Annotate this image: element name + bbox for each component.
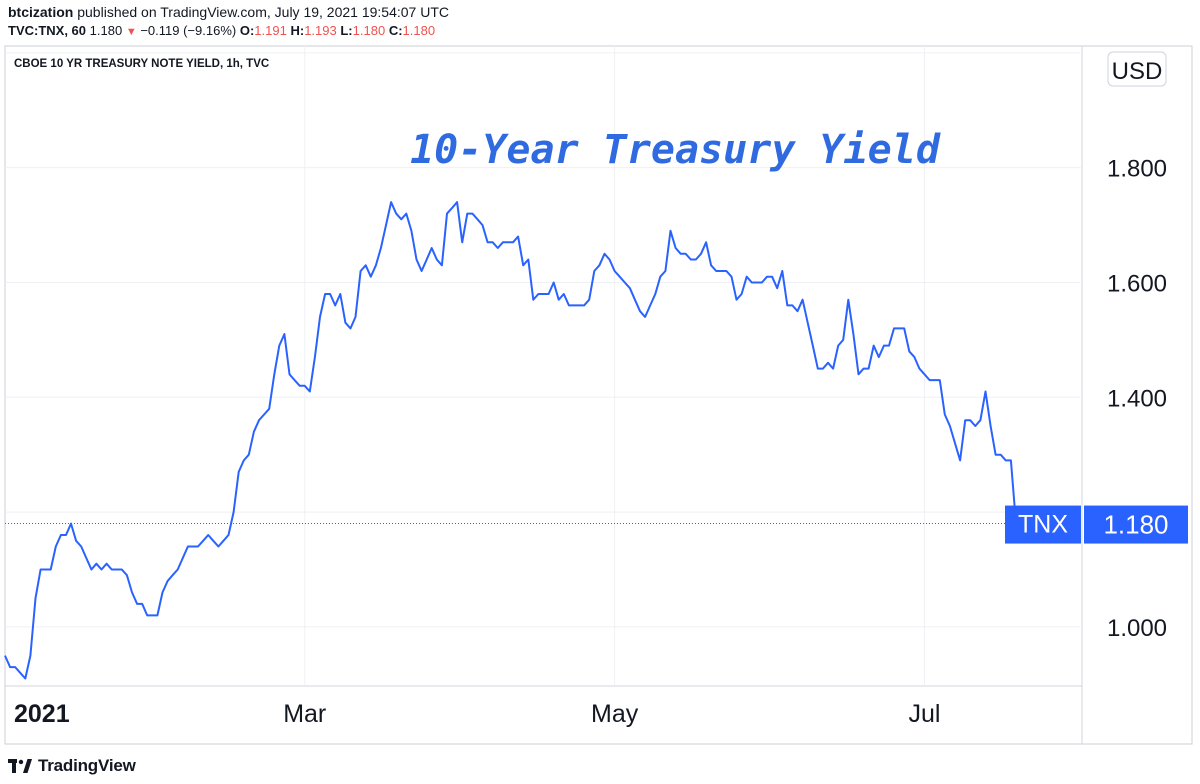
low-label: L: xyxy=(340,23,353,38)
series-line xyxy=(4,201,1017,680)
badge-value-box xyxy=(1084,505,1188,544)
tradingview-footer[interactable]: TradingView xyxy=(8,754,136,778)
tradingview-logo-icon xyxy=(8,759,32,773)
symbol-label: TVC:TNX, 60 xyxy=(8,23,87,38)
published-text: published on TradingView.com, July 19, 2… xyxy=(77,4,449,20)
open-label: O: xyxy=(239,23,255,38)
low-value: 1.180 xyxy=(352,23,386,38)
price-chart[interactable]: 1.000 1.400 1.600 1.800 2021 Mar May Jul CBOE … xyxy=(0,0,1200,750)
grid xyxy=(5,46,1082,686)
high-label: H: xyxy=(290,23,305,38)
x-tick-label: 2021 xyxy=(14,700,70,728)
y-tick-label: 1.800 xyxy=(1107,156,1167,183)
currency-button[interactable]: USD xyxy=(1107,51,1167,87)
publication-line: btcization published on TradingView.com,… xyxy=(8,2,908,22)
time-axis[interactable]: 2021 Mar May Jul xyxy=(14,700,940,728)
badge-symbol: TNX xyxy=(1018,511,1068,539)
publisher-name[interactable]: btcization xyxy=(8,4,74,20)
tradingview-brand: TradingView xyxy=(38,756,136,775)
price-change: −0.119 (−9.16%) xyxy=(140,23,237,38)
currency-button-frame[interactable] xyxy=(1107,51,1167,87)
x-tick-label: Mar xyxy=(283,700,326,728)
y-tick-label: 1.600 xyxy=(1107,270,1167,297)
currency-label[interactable]: USD xyxy=(1112,58,1163,85)
instrument-title: CBOE 10 YR TREASURY NOTE YIELD, 1h, TVC xyxy=(14,58,269,70)
price-axis[interactable]: 1.000 1.400 1.600 1.800 xyxy=(1107,156,1167,642)
chart-title: 10-Year Treasury Yield xyxy=(410,127,941,173)
last-price: 1.180 xyxy=(89,23,123,38)
close-label: C: xyxy=(388,23,403,38)
ohlc-legend: TVC:TNX, 60 1.180 ▼ −0.119 (−9.16%) O:1.… xyxy=(8,22,908,40)
badge-value: 1.180 xyxy=(1103,510,1168,540)
last-value-badge: TNX 1.180 xyxy=(1005,505,1188,544)
publication-header: btcization published on TradingView.com,… xyxy=(8,2,908,40)
high-value: 1.193 xyxy=(304,23,337,38)
close-value: 1.180 xyxy=(402,23,436,38)
chart-frame xyxy=(4,45,1193,745)
x-tick-label: May xyxy=(591,700,639,728)
x-tick-label: Jul xyxy=(909,700,941,728)
open-value: 1.191 xyxy=(254,23,287,38)
y-tick-label: 1.000 xyxy=(1107,615,1167,642)
y-tick-label: 1.400 xyxy=(1107,385,1167,412)
badge-name-box xyxy=(1005,505,1081,544)
down-triangle-icon: ▼ xyxy=(125,26,137,38)
